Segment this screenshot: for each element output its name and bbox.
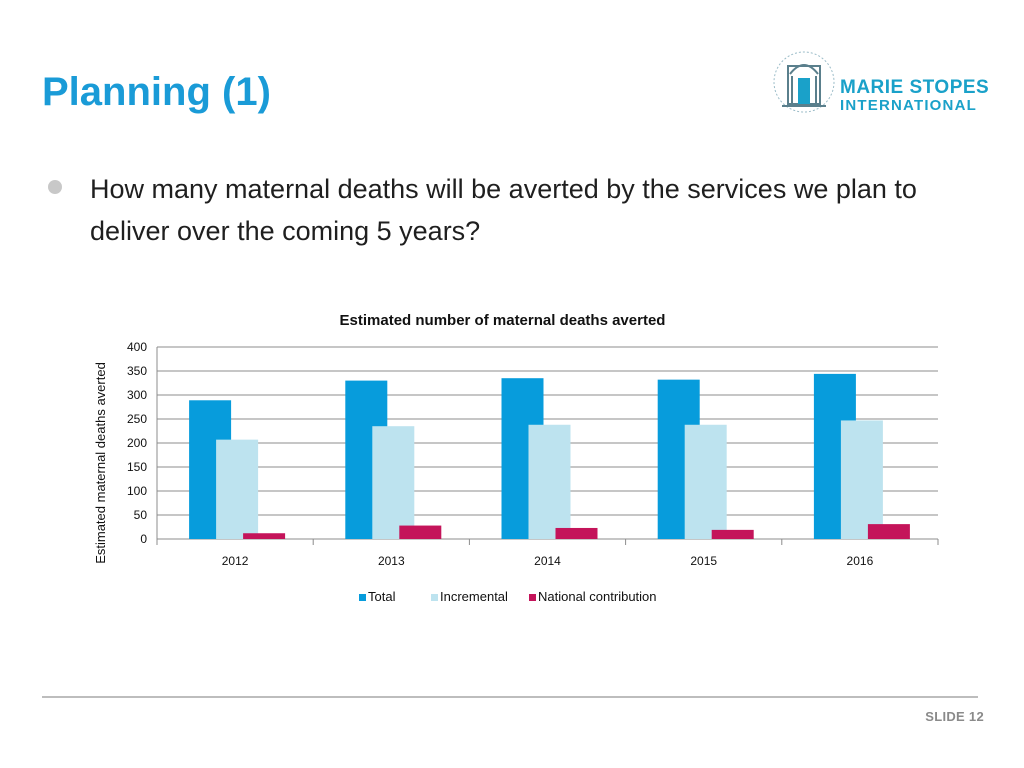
x-tick-label: 2015 [690,554,717,568]
x-tick-label: 2016 [847,554,874,568]
y-tick-label: 200 [127,436,147,450]
bar-national-contribution [711,529,754,539]
bar-incremental [372,426,415,539]
bar-national-contribution [555,527,598,539]
bar-national-contribution [399,525,442,539]
y-tick-label: 350 [127,364,147,378]
slide-title: Planning (1) [42,70,271,114]
x-tick-label: 2013 [378,554,405,568]
bar-incremental [684,424,727,539]
bullet-item: How many maternal deaths will be averted… [48,168,958,252]
legend-swatch [431,594,438,601]
bullet-dot-icon [48,180,62,194]
bar-incremental [528,424,571,539]
legend-swatch [359,594,366,601]
y-tick-label: 100 [127,484,147,498]
bar-chart: Estimated number of maternal deaths aver… [93,312,939,604]
legend-label: Total [368,589,396,604]
y-tick-label: 150 [127,460,147,474]
x-tick-label: 2014 [534,554,561,568]
footer-divider [42,696,978,698]
bullet-text: How many maternal deaths will be averted… [90,174,917,246]
logo-line-1: MARIE STOPES [840,77,990,98]
y-tick-label: 250 [127,412,147,426]
y-tick-label: 50 [134,508,148,522]
bar-incremental [840,420,883,539]
legend-label: Incremental [440,589,508,604]
legend-label: National contribution [538,589,657,604]
logo-line-2: INTERNATIONAL [840,96,977,114]
marie-stopes-logo: MARIE STOPES INTERNATIONAL [770,44,990,134]
bar-incremental [216,439,259,539]
y-tick-label: 400 [127,340,147,354]
legend-swatch [529,594,536,601]
logo-emblem-icon [773,51,835,113]
y-axis-label: Estimated maternal deaths averted [93,362,108,564]
y-tick-label: 300 [127,388,147,402]
x-tick-label: 2012 [222,554,249,568]
y-tick-label: 0 [140,532,147,546]
bar-national-contribution [867,524,910,539]
bar-national-contribution [243,533,286,539]
chart-title: Estimated number of maternal deaths aver… [340,312,666,329]
slide-number: SLIDE 12 [925,709,984,724]
